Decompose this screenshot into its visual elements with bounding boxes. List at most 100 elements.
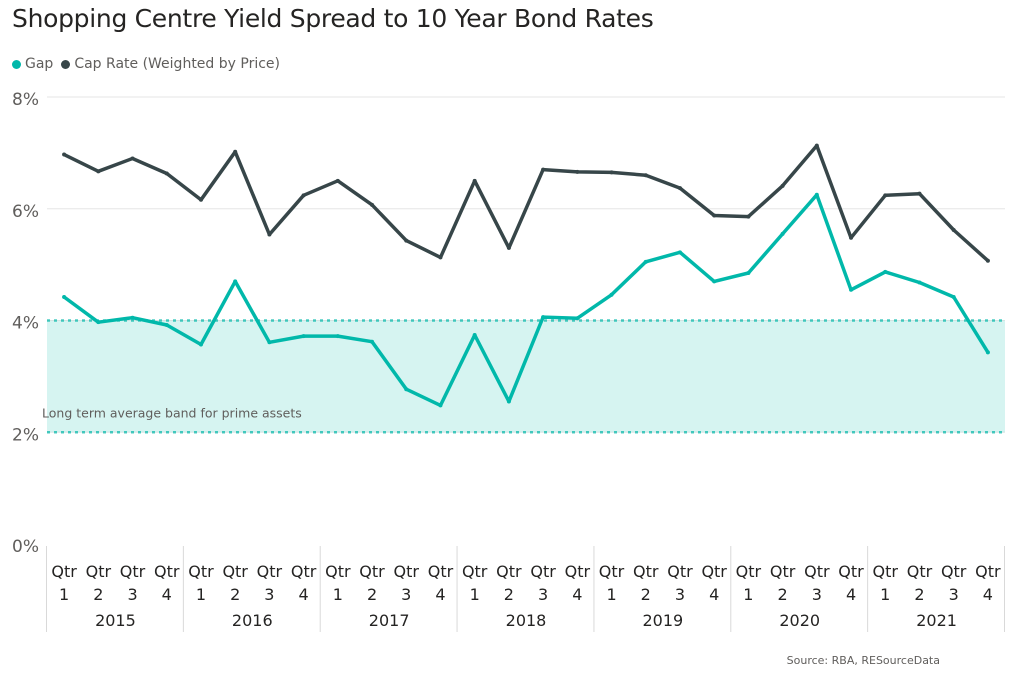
x-tick-label-qtr: Qtr bbox=[530, 562, 556, 581]
x-tick-label-num: 4 bbox=[846, 585, 856, 604]
x-year-label: 2020 bbox=[779, 611, 820, 630]
cap-rate-point bbox=[677, 186, 682, 191]
cap-rate-point bbox=[609, 170, 614, 175]
x-tick-label-num: 1 bbox=[470, 585, 480, 604]
band-label: Long term average band for prime assets bbox=[42, 405, 302, 420]
x-tick-label-num: 2 bbox=[230, 585, 240, 604]
x-tick-label-qtr: Qtr bbox=[599, 562, 625, 581]
gap-point bbox=[609, 292, 614, 297]
x-tick-label-num: 4 bbox=[299, 585, 309, 604]
legend-dot-cap-rate bbox=[61, 59, 71, 69]
cap-rate-point bbox=[301, 193, 306, 198]
cap-rate-point bbox=[575, 169, 580, 174]
x-tick-label-num: 4 bbox=[162, 585, 172, 604]
x-tick-label-num: 4 bbox=[709, 585, 719, 604]
gap-point bbox=[62, 295, 67, 300]
x-tick-label-num: 3 bbox=[401, 585, 411, 604]
gap-point bbox=[746, 271, 751, 276]
gap-point bbox=[985, 350, 990, 355]
cap-rate-point bbox=[814, 143, 819, 148]
chart-legend: Gap Cap Rate (Weighted by Price) bbox=[12, 56, 280, 72]
cap-rate-point bbox=[849, 235, 854, 240]
gap-point bbox=[438, 403, 443, 408]
gap-point bbox=[370, 339, 375, 344]
chart-title: Shopping Centre Yield Spread to 10 Year … bbox=[12, 4, 654, 33]
x-tick-label-qtr: Qtr bbox=[291, 562, 317, 581]
legend-dot-gap bbox=[12, 59, 21, 69]
cap-rate-point bbox=[335, 178, 340, 183]
x-tick-label-qtr: Qtr bbox=[394, 562, 420, 581]
x-tick-label-num: 3 bbox=[675, 585, 685, 604]
y-tick-label: 6% bbox=[12, 202, 39, 222]
x-tick-label-qtr: Qtr bbox=[873, 562, 899, 581]
y-tick-label: 8% bbox=[12, 90, 39, 110]
cap-rate-point bbox=[712, 213, 717, 218]
x-tick-label-num: 1 bbox=[333, 585, 343, 604]
x-year-label: 2018 bbox=[506, 611, 547, 630]
x-tick-label-num: 2 bbox=[504, 585, 514, 604]
cap-rate-point bbox=[472, 178, 477, 183]
x-tick-label-qtr: Qtr bbox=[633, 562, 659, 581]
cap-rate-point bbox=[62, 152, 67, 157]
cap-rate-point bbox=[233, 149, 238, 154]
y-tick-label: 2% bbox=[12, 425, 39, 445]
gap-point bbox=[335, 334, 340, 339]
gap-point bbox=[267, 340, 272, 345]
x-tick-label-num: 2 bbox=[641, 585, 651, 604]
gap-series-line bbox=[62, 193, 990, 408]
x-tick-label-num: 3 bbox=[538, 585, 548, 604]
x-tick-label-qtr: Qtr bbox=[907, 562, 933, 581]
x-year-label: 2021 bbox=[916, 611, 957, 630]
gap-point bbox=[575, 316, 580, 321]
x-tick-label-qtr: Qtr bbox=[804, 562, 830, 581]
cap-rate-point bbox=[883, 193, 888, 198]
x-tick-label-qtr: Qtr bbox=[975, 562, 1001, 581]
x-tick-label-qtr: Qtr bbox=[257, 562, 283, 581]
gap-point bbox=[883, 269, 888, 274]
x-tick-label-num: 2 bbox=[93, 585, 103, 604]
legend-item-cap-rate[interactable]: Cap Rate (Weighted by Price) bbox=[61, 56, 280, 72]
gap-point bbox=[130, 315, 135, 320]
x-tick-label-qtr: Qtr bbox=[667, 562, 693, 581]
source-note: Source: RBA, RESourceData bbox=[786, 654, 940, 667]
x-tick-label-num: 2 bbox=[914, 585, 924, 604]
cap-rate-point bbox=[130, 156, 135, 161]
x-tick-label-qtr: Qtr bbox=[496, 562, 522, 581]
cap-rate-point bbox=[951, 227, 956, 232]
x-tick-label-num: 1 bbox=[59, 585, 69, 604]
cap-rate-series-line bbox=[62, 143, 990, 263]
x-tick-label-num: 1 bbox=[743, 585, 753, 604]
x-tick-label-qtr: Qtr bbox=[736, 562, 762, 581]
x-year-label: 2015 bbox=[95, 611, 136, 630]
average-band bbox=[47, 320, 1005, 433]
x-tick-label-qtr: Qtr bbox=[770, 562, 796, 581]
x-tick-label-qtr: Qtr bbox=[154, 562, 180, 581]
x-tick-label-qtr: Qtr bbox=[838, 562, 864, 581]
y-tick-label: 4% bbox=[12, 314, 39, 334]
gap-point bbox=[849, 287, 854, 292]
x-tick-label-qtr: Qtr bbox=[51, 562, 77, 581]
x-year-label: 2016 bbox=[232, 611, 273, 630]
x-tick-label-num: 3 bbox=[264, 585, 274, 604]
cap-rate-point bbox=[746, 214, 751, 219]
legend-label-cap-rate: Cap Rate (Weighted by Price) bbox=[74, 56, 280, 72]
x-tick-label-num: 1 bbox=[196, 585, 206, 604]
x-tick-label-num: 4 bbox=[572, 585, 582, 604]
x-tick-label-num: 4 bbox=[983, 585, 993, 604]
cap-rate-point bbox=[404, 238, 409, 243]
cap-rate-point bbox=[541, 167, 546, 172]
x-tick-label-num: 3 bbox=[812, 585, 822, 604]
cap-rate-point bbox=[267, 232, 272, 237]
gap-point bbox=[301, 334, 306, 339]
x-tick-label-qtr: Qtr bbox=[462, 562, 488, 581]
cap-rate-point bbox=[438, 255, 443, 260]
legend-item-gap[interactable]: Gap bbox=[12, 56, 53, 72]
cap-rate-point bbox=[780, 183, 785, 188]
gap-point bbox=[917, 280, 922, 285]
cap-rate-point bbox=[643, 173, 648, 178]
gap-point bbox=[198, 342, 203, 347]
x-tick-label-num: 2 bbox=[367, 585, 377, 604]
x-tick-label-num: 1 bbox=[880, 585, 890, 604]
gap-point bbox=[233, 279, 238, 284]
